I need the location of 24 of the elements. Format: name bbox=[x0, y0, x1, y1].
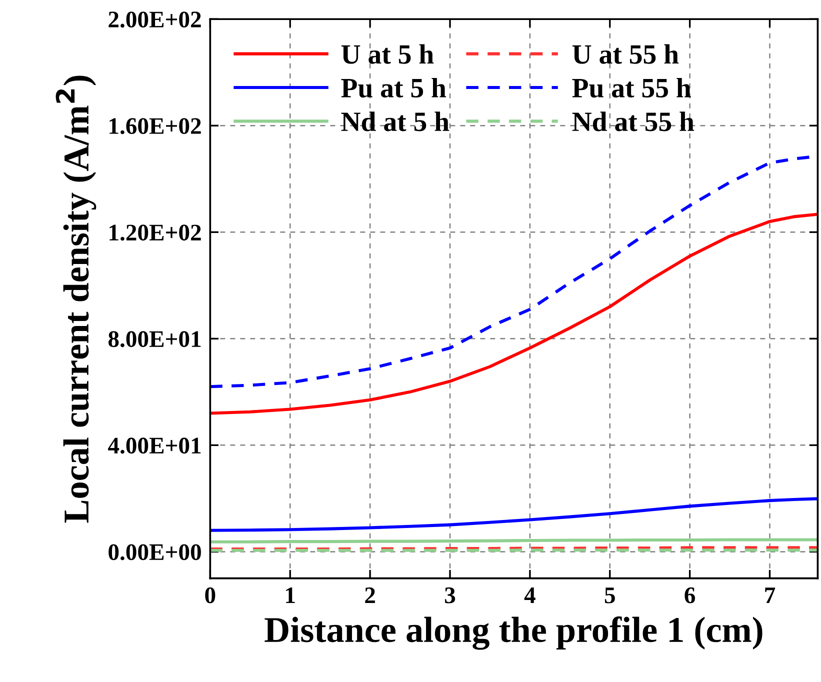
x-tick-label: 4 bbox=[524, 588, 536, 604]
x-tick-label: 3 bbox=[444, 587, 456, 604]
x-tick-label: 6 bbox=[684, 587, 696, 604]
y-tick-label: 2.00E+02 bbox=[108, 12, 201, 28]
y-tick-label: 1.60E+02 bbox=[110, 118, 201, 134]
legend-label: Pu at 5 h bbox=[341, 78, 446, 98]
x-tick-label: 0 bbox=[205, 587, 216, 604]
x-tick-label: 5 bbox=[604, 588, 615, 604]
x-axis-title: Distance along the profile 1 (cm) bbox=[264, 616, 762, 650]
legend-label: U at 5 h bbox=[341, 44, 434, 64]
x-tick-label: 7 bbox=[765, 588, 776, 604]
y-tick-label: 0.00E+00 bbox=[108, 544, 201, 560]
legend-label: Nd at 5 h bbox=[341, 112, 450, 132]
x-tick-label: 2 bbox=[365, 587, 375, 604]
line-series bbox=[210, 212, 818, 415]
legend-label: Pu at 55 h bbox=[572, 78, 691, 98]
y-axis-title: Local current density (A/m$^{2}$) bbox=[56, 76, 96, 523]
legend-label: U at 55 h bbox=[572, 44, 679, 64]
y-tick-label: 8.00E+01 bbox=[108, 331, 201, 348]
legend-label: Nd at 55 h bbox=[572, 112, 694, 132]
y-tick-label: 4.00E+01 bbox=[108, 438, 201, 454]
line-series bbox=[210, 497, 818, 532]
x-tick-label: 1 bbox=[286, 587, 295, 604]
y-tick-label: 1.20E+02 bbox=[110, 224, 201, 241]
